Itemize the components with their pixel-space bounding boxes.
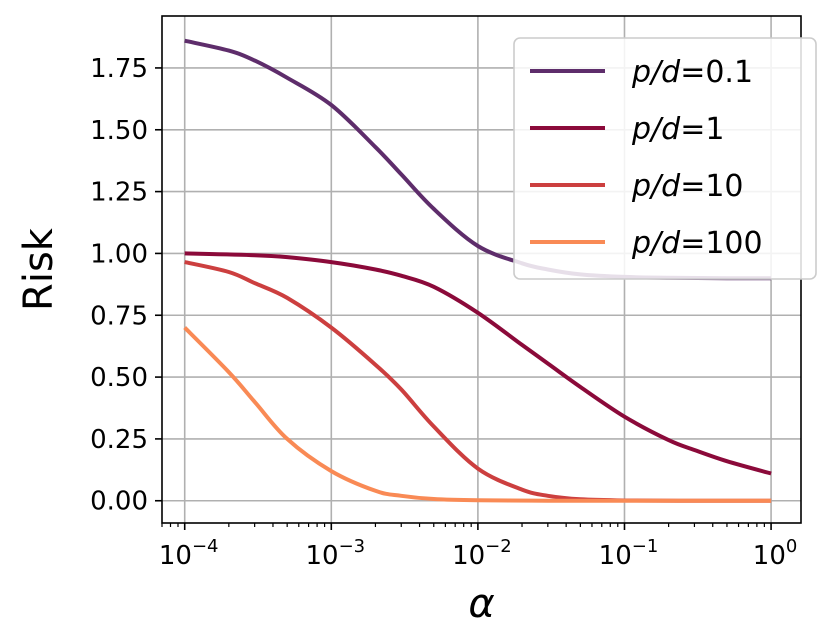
legend-box: [513, 37, 817, 280]
legend: p/d=0.1 p/d=1 p/d=10 p/d=100: [513, 37, 817, 280]
y-tick-label: 0.00: [90, 487, 148, 517]
series-line-2: [184, 251, 772, 476]
y-tick-label: 0.25: [90, 425, 148, 455]
x-axis-title: α: [468, 581, 494, 627]
y-tick-label: 1.50: [90, 116, 148, 146]
series-line-4: [183, 326, 772, 503]
y-tick-label: 1.25: [90, 178, 148, 208]
x-tick-label: 10−2: [452, 536, 512, 571]
x-tick-label: 10−1: [599, 536, 659, 571]
legend-label: p/d=0.1: [631, 55, 753, 90]
y-tick-label: 1.00: [90, 239, 148, 269]
legend-label: p/d=1: [631, 112, 724, 147]
legend-label: p/d=100: [631, 226, 763, 261]
x-tick-label: 10−4: [159, 536, 219, 571]
x-tick-label: 10−3: [305, 536, 365, 571]
tick-layer: 10−4 10−3 10−2 10−1 100 0.00 0.25 0.50 0.75 1.00 1…: [90, 54, 797, 571]
y-tick-label: 0.50: [90, 363, 148, 393]
legend-label: p/d=10: [631, 169, 744, 204]
x-tick-label: 100: [753, 536, 798, 571]
y-tick-label: 0.75: [90, 301, 148, 331]
y-axis-title: Risk: [16, 227, 62, 311]
y-tick-label: 1.75: [90, 54, 148, 84]
